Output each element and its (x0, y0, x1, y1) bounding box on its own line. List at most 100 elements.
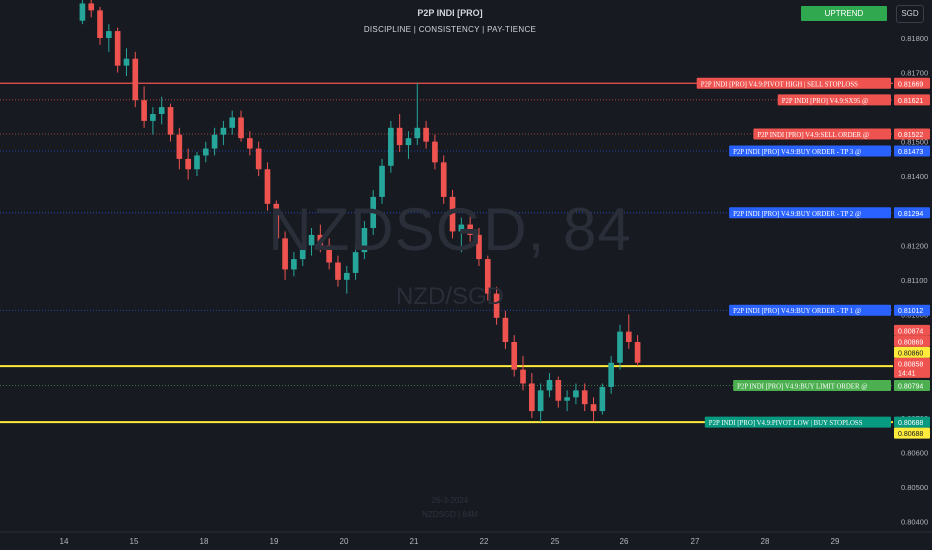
level-price: 0.81294 (898, 211, 923, 218)
price-badge: 0.80869 (898, 339, 923, 346)
time-tick: 21 (410, 537, 419, 546)
candle-body (247, 138, 253, 149)
candle-body (220, 127, 227, 135)
candle-body (458, 224, 465, 232)
level-price-bg (894, 128, 930, 140)
candle-body (352, 252, 359, 273)
candle-body (97, 10, 103, 38)
candle-body (317, 234, 324, 246)
price-badge: 0.80688 (898, 431, 923, 438)
candle-body (229, 117, 236, 128)
time-axis[interactable] (0, 532, 932, 550)
candle-body (449, 196, 456, 232)
candle-body (520, 369, 526, 384)
candle-body (176, 134, 183, 159)
candle-body (581, 390, 588, 405)
candle-body (211, 134, 218, 149)
candle-body (634, 342, 641, 363)
level-label-bg (696, 77, 891, 89)
candle-body (617, 331, 623, 363)
candle-body (379, 165, 385, 197)
level-label-bg (777, 94, 891, 106)
level-label-bg (729, 304, 891, 316)
level-labels: P2P INDI [PRO] V4.9:PIVOT HIGH | SELL ST… (696, 77, 930, 428)
level-label-bg (729, 145, 891, 157)
candle-body (546, 380, 553, 391)
level-label: P2P INDI [PRO] V4.9:BUY ORDER - TP 2 @ (733, 211, 861, 218)
time-tick: 15 (130, 537, 139, 546)
price-badge-bg (894, 357, 930, 378)
level-price: 0.81473 (898, 149, 923, 156)
candle-body (529, 383, 535, 412)
price-badge: 0.80874 (898, 328, 923, 335)
candle-body (555, 380, 562, 401)
candle-body (114, 31, 121, 66)
time-tick: 27 (691, 537, 700, 546)
candle-body (361, 228, 368, 253)
chart-title: P2P INDI [PRO] (417, 8, 483, 18)
price-tick: 0.81100 (901, 276, 928, 285)
price-badge: 0.80858 (898, 361, 923, 368)
candle-body (88, 3, 95, 11)
level-label: P2P INDI [PRO] V4.9:SELL ORDER @ (757, 132, 869, 139)
candle-body (264, 169, 271, 204)
price-tick: 0.81500 (901, 138, 928, 147)
candle-body (590, 404, 597, 412)
level-price-bg (894, 145, 930, 157)
candle-body (291, 259, 297, 270)
price-tick: 0.80500 (901, 483, 928, 492)
candle-body (158, 107, 165, 114)
level-price: 0.80688 (898, 420, 923, 427)
candle-body (467, 224, 473, 235)
price-badge-bg (894, 346, 930, 358)
candle-body (123, 58, 130, 66)
candle-body (185, 158, 191, 170)
price-tick: 0.81400 (901, 172, 928, 181)
price-tick: 0.80400 (901, 518, 928, 527)
level-label-bg (753, 128, 891, 140)
candle-body (573, 390, 579, 398)
watermark-date: 26-3-2024 (431, 496, 469, 505)
level-price-bg (894, 304, 930, 316)
level-price: 0.81012 (898, 308, 923, 315)
candle-body (167, 107, 174, 135)
candle-body (141, 100, 147, 121)
candle-body (440, 162, 447, 197)
candle-body (625, 331, 632, 342)
level-label: P2P INDI [PRO] V4.9:SX95 @ (782, 98, 869, 105)
level-label-bg (729, 207, 891, 219)
candle-body (423, 127, 429, 142)
level-price-bg (894, 380, 930, 392)
watermark-symbol: NZDSGD, 84 (268, 196, 632, 263)
candle-body (564, 397, 570, 401)
candle-body (511, 342, 518, 370)
candle-body (299, 245, 306, 260)
candle-body (238, 117, 244, 139)
candle-body (202, 148, 209, 156)
candle-body (432, 141, 438, 163)
price-tick: 0.81700 (901, 69, 928, 78)
time-tick: 29 (831, 537, 840, 546)
time-tick: 14 (60, 537, 69, 546)
candles (79, 0, 641, 423)
level-price-bg (894, 77, 930, 89)
candle-body (282, 238, 288, 270)
candle-body (414, 127, 421, 139)
price-badge-time: 14:41 (898, 370, 916, 377)
price-tick: 0.81800 (901, 34, 928, 43)
currency-button[interactable]: SGD (896, 5, 924, 23)
candle-body (132, 58, 139, 101)
candle-body (308, 234, 315, 246)
candle-body (484, 259, 491, 294)
time-ticks: 14 15 18 19 20 21 22 25 26 27 28 29 (60, 537, 840, 546)
price-tick: 0.81200 (901, 241, 928, 250)
time-tick: 28 (761, 537, 770, 546)
time-tick: 25 (551, 537, 560, 546)
candle-body (273, 203, 280, 239)
candle-body (388, 127, 394, 166)
candle-body (255, 148, 262, 170)
price-badge-bg (894, 324, 930, 336)
price-badge: 0.80860 (898, 350, 923, 357)
